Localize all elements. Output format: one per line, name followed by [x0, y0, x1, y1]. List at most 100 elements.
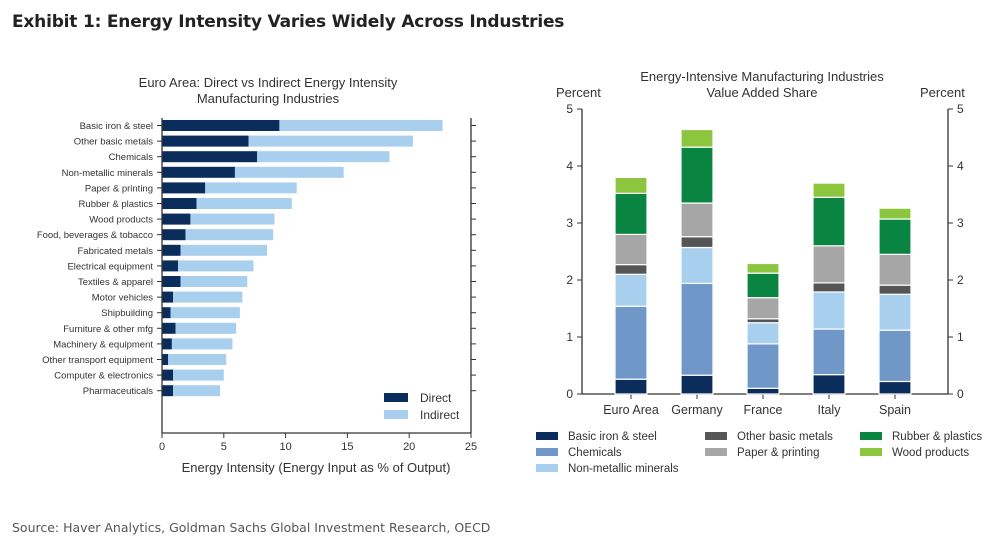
y-tick-label: Basic iron & steel — [80, 121, 153, 132]
right-chart-bars — [614, 128, 912, 395]
bar-indirect-rubber-plastics — [196, 198, 292, 209]
bar-other-basic-metals-euro-area — [614, 264, 648, 275]
y-tick-label-right: 0 — [957, 387, 964, 401]
legend-label-direct: Direct — [420, 391, 452, 405]
bar-indirect-non-metallic-minerals — [234, 166, 344, 178]
bar-direct-fabricated-metals — [162, 244, 181, 256]
y-tick-label: Paper & printing — [85, 183, 153, 194]
right-chart-legend: Basic iron & steel Other basic metals Rubb… — [536, 431, 982, 475]
bar-direct-food-beverages-tobacco — [162, 229, 186, 241]
bar-direct-wood-products — [162, 213, 191, 225]
x-tick-label: Spain — [879, 403, 911, 417]
bar-indirect-basic-iron-steel — [279, 120, 443, 131]
x-tick-label: Germany — [671, 403, 723, 417]
left-chart-x-axis-label: Energy Intensity (Energy Input as % of O… — [182, 460, 451, 475]
bar-direct-other-basic-metals — [162, 135, 249, 147]
y-tick-label: Wood products — [89, 215, 153, 226]
bar-indirect-chemicals — [257, 151, 390, 163]
bar-rubber-plastics-germany — [680, 146, 714, 204]
left-chart-bars — [162, 120, 443, 397]
bar-direct-basic-iron-steel — [162, 120, 280, 131]
right-chart-y-label-right: Percent — [920, 85, 965, 100]
bar-direct-textiles-apparel — [162, 276, 181, 287]
bar-rubber-plastics-euro-area — [614, 192, 648, 236]
left-chart-direct-indirect: Euro Area: Direct vs Indirect Energy Int… — [37, 75, 477, 475]
legend-swatch-indirect — [384, 410, 408, 419]
bar-indirect-furniture-other-mfg — [175, 322, 237, 334]
bar-direct-computer-electronics — [162, 369, 174, 381]
legend-swatch-wood-products — [860, 448, 882, 456]
right-chart-title: Energy-Intensive Manufacturing Industrie… — [640, 69, 884, 84]
x-tick-label: 15 — [341, 441, 353, 453]
x-tick-label: 0 — [159, 441, 165, 453]
bar-wood-products-euro-area — [614, 176, 648, 194]
bar-wood-products-spain — [878, 207, 912, 220]
right-chart-subtitle: Value Added Share — [706, 85, 817, 100]
bar-indirect-fabricated-metals — [180, 244, 268, 256]
x-tick-label: Italy — [818, 403, 842, 417]
legend-label-paper-printing: Paper & printing — [737, 447, 819, 459]
y-tick-label: Furniture & other mfg — [63, 324, 153, 335]
bar-basic-iron-steel-spain — [878, 380, 912, 395]
legend-label-basic-iron-steel: Basic iron & steel — [568, 431, 657, 443]
x-tick-label: 25 — [465, 441, 477, 453]
left-chart-axes: Basic iron & steel Other basic metals Chem… — [37, 118, 477, 453]
bar-direct-non-metallic-minerals — [162, 166, 235, 178]
bar-direct-furniture-other-mfg — [162, 322, 176, 334]
legend-swatch-chemicals — [536, 448, 558, 456]
bar-other-basic-metals-italy — [812, 282, 846, 293]
y-tick-label-left: 4 — [566, 159, 573, 173]
x-tick-label: 10 — [279, 441, 291, 453]
y-tick-label: Chemicals — [109, 152, 154, 163]
y-tick-label: Other transport equipment — [42, 355, 153, 366]
bar-chemicals-spain — [878, 329, 912, 383]
y-tick-label-right: 1 — [957, 330, 964, 344]
bar-non-metallic-minerals-germany — [680, 246, 714, 285]
legend-swatch-rubber-plastics — [860, 432, 882, 440]
bar-indirect-computer-electronics — [173, 369, 224, 381]
y-tick-label-left: 3 — [566, 216, 573, 230]
bar-direct-other-transport-equipment — [162, 354, 169, 365]
legend-swatch-direct — [384, 393, 408, 402]
x-tick-label: France — [744, 403, 783, 417]
bar-paper-printing-germany — [680, 202, 714, 238]
bar-indirect-wood-products — [190, 213, 275, 225]
y-tick-label: Food, beverages & tobacco — [37, 230, 153, 241]
right-chart-value-added-share: Energy-Intensive Manufacturing Industrie… — [536, 69, 982, 475]
bar-non-metallic-minerals-spain — [878, 293, 912, 331]
x-tick-label: 20 — [403, 441, 415, 453]
bar-direct-chemicals — [162, 151, 258, 163]
legend-label-indirect: Indirect — [420, 408, 460, 422]
bar-indirect-paper-printing — [205, 182, 297, 194]
y-tick-label: Pharmaceuticals — [83, 386, 153, 397]
left-chart-legend: Direct Indirect — [384, 391, 460, 422]
bar-wood-products-france — [746, 262, 780, 274]
bar-chemicals-france — [746, 343, 780, 389]
bar-direct-electrical-equipment — [162, 260, 179, 272]
y-tick-label-left: 1 — [566, 330, 573, 344]
y-tick-label-right: 5 — [957, 102, 964, 116]
y-tick-label-left: 5 — [566, 102, 573, 116]
y-tick-label-right: 3 — [957, 216, 964, 230]
bar-direct-rubber-plastics — [162, 198, 197, 209]
bar-chemicals-germany — [680, 282, 714, 376]
bar-basic-iron-steel-france — [746, 387, 780, 395]
y-tick-label: Rubber & plastics — [79, 199, 154, 210]
y-tick-label: Computer & electronics — [54, 371, 153, 382]
bar-indirect-shipbuilding — [170, 307, 240, 319]
bar-non-metallic-minerals-euro-area — [614, 273, 648, 307]
bar-other-basic-metals-germany — [680, 236, 714, 249]
bar-chemicals-euro-area — [614, 305, 648, 380]
bar-paper-printing-spain — [878, 253, 912, 286]
y-tick-label: Motor vehicles — [92, 293, 153, 304]
bar-indirect-machinery-equipment — [171, 338, 233, 350]
bar-indirect-motor-vehicles — [173, 291, 243, 303]
bar-indirect-electrical-equipment — [178, 260, 254, 272]
source-note: Source: Haver Analytics, Goldman Sachs G… — [12, 520, 491, 535]
legend-swatch-non-metallic-minerals — [536, 464, 558, 472]
x-tick-label: 5 — [221, 441, 227, 453]
bar-paper-printing-france — [746, 297, 780, 320]
bar-rubber-plastics-italy — [812, 196, 846, 247]
bar-non-metallic-minerals-france — [746, 322, 780, 345]
left-chart-subtitle: Manufacturing Industries — [197, 91, 340, 106]
